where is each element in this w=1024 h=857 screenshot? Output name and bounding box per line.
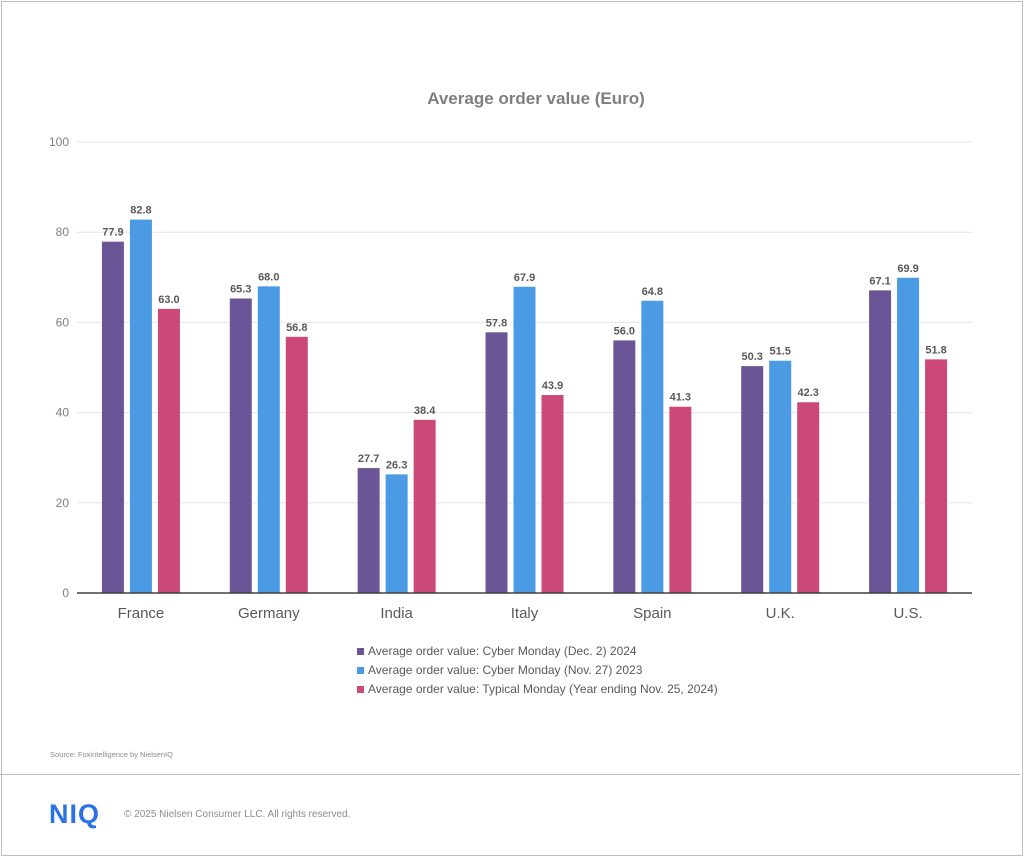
legend-item: Average order value: Cyber Monday (Nov. … <box>357 661 718 680</box>
x-tick-label: Germany <box>238 605 300 622</box>
legend-item: Average order value: Cyber Monday (Dec. … <box>357 642 718 661</box>
legend-swatch <box>357 686 364 693</box>
y-tick-label: 20 <box>56 496 70 510</box>
data-label: 51.5 <box>770 346 791 358</box>
legend-label: Average order value: Typical Monday (Yea… <box>368 682 718 696</box>
bar <box>157 308 180 593</box>
data-label: 27.7 <box>358 453 379 465</box>
y-tick-label: 0 <box>62 586 69 600</box>
bar <box>797 402 820 593</box>
data-label: 42.3 <box>798 387 819 399</box>
bar <box>513 286 536 593</box>
data-label: 51.8 <box>925 344 946 356</box>
bar-chart: 0 20 40 60 80 100 77.9 82.8 63.0 France 65.3 68.0 56… <box>49 135 972 622</box>
bar <box>869 290 892 593</box>
bar <box>101 241 124 593</box>
y-tick-label: 60 <box>56 315 70 329</box>
bar <box>385 474 408 593</box>
data-label: 77.9 <box>102 227 123 239</box>
copyright-text: © 2025 Nielsen Consumer LLC. All rights … <box>124 809 351 820</box>
data-label: 63.0 <box>158 294 179 306</box>
bar <box>669 406 692 593</box>
bar <box>485 332 508 593</box>
bar <box>413 419 436 593</box>
bar <box>897 277 920 593</box>
data-label: 38.4 <box>414 405 436 417</box>
data-label: 43.9 <box>542 380 563 392</box>
bar <box>769 360 792 593</box>
x-tick-label: U.S. <box>893 605 922 622</box>
data-label: 56.0 <box>614 325 635 337</box>
y-tick-label: 40 <box>56 406 70 420</box>
data-label: 67.9 <box>514 272 535 284</box>
data-label: 41.3 <box>670 392 691 404</box>
legend-item: Average order value: Typical Monday (Yea… <box>357 680 718 699</box>
data-label: 82.8 <box>130 205 151 217</box>
bar <box>357 468 380 593</box>
bar <box>641 300 664 593</box>
y-tick-label: 100 <box>49 135 69 149</box>
bar <box>229 298 252 593</box>
data-label: 56.8 <box>286 322 307 334</box>
x-tick-label: U.K. <box>766 605 795 622</box>
legend-swatch <box>357 667 364 674</box>
data-label: 67.1 <box>869 275 890 287</box>
x-tick-label: Spain <box>633 605 671 622</box>
chart-legend: Average order value: Cyber Monday (Dec. … <box>357 642 718 699</box>
x-tick-label: Italy <box>511 605 539 622</box>
x-tick-label: India <box>380 605 413 622</box>
bar <box>613 340 636 593</box>
niq-logo: NIQ <box>49 799 101 829</box>
x-tick-label: France <box>118 605 165 622</box>
data-label: 64.8 <box>642 286 663 298</box>
data-label: 68.0 <box>258 271 279 283</box>
bar <box>925 359 948 593</box>
bar <box>257 286 280 593</box>
legend-swatch <box>357 648 364 655</box>
y-tick-label: 80 <box>56 225 70 239</box>
data-label: 26.3 <box>386 459 407 471</box>
bar <box>741 366 764 593</box>
data-label: 57.8 <box>486 317 507 329</box>
chart-title: Average order value (Euro) <box>427 89 645 108</box>
data-label: 50.3 <box>742 351 763 363</box>
bar <box>285 336 308 593</box>
footer-divider <box>0 774 1020 775</box>
source-note: Source: Foxintelligence by NielsenIQ <box>50 750 173 759</box>
legend-label: Average order value: Cyber Monday (Nov. … <box>368 663 643 677</box>
bar <box>129 219 152 593</box>
data-label: 65.3 <box>230 283 251 295</box>
legend-label: Average order value: Cyber Monday (Dec. … <box>368 644 637 658</box>
bar <box>541 395 564 593</box>
data-label: 69.9 <box>897 263 918 275</box>
